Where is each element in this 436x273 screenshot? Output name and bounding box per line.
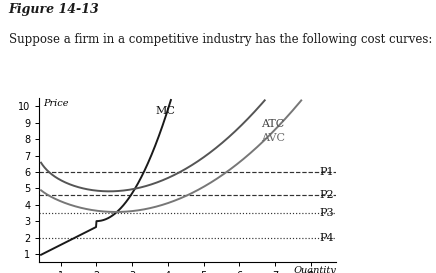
Text: P3: P3 [320,208,334,218]
Text: Figure 14-13: Figure 14-13 [9,3,99,16]
Text: ATC: ATC [261,120,284,129]
Text: Suppose a firm in a competitive industry has the following cost curves:: Suppose a firm in a competitive industry… [9,33,432,46]
Text: Price: Price [44,99,69,108]
Text: Quantity: Quantity [294,266,337,273]
Text: AVC: AVC [261,133,285,143]
Text: P2: P2 [320,190,334,200]
Text: P1: P1 [320,167,334,177]
Text: MC: MC [155,106,175,116]
Text: P4: P4 [320,233,334,242]
